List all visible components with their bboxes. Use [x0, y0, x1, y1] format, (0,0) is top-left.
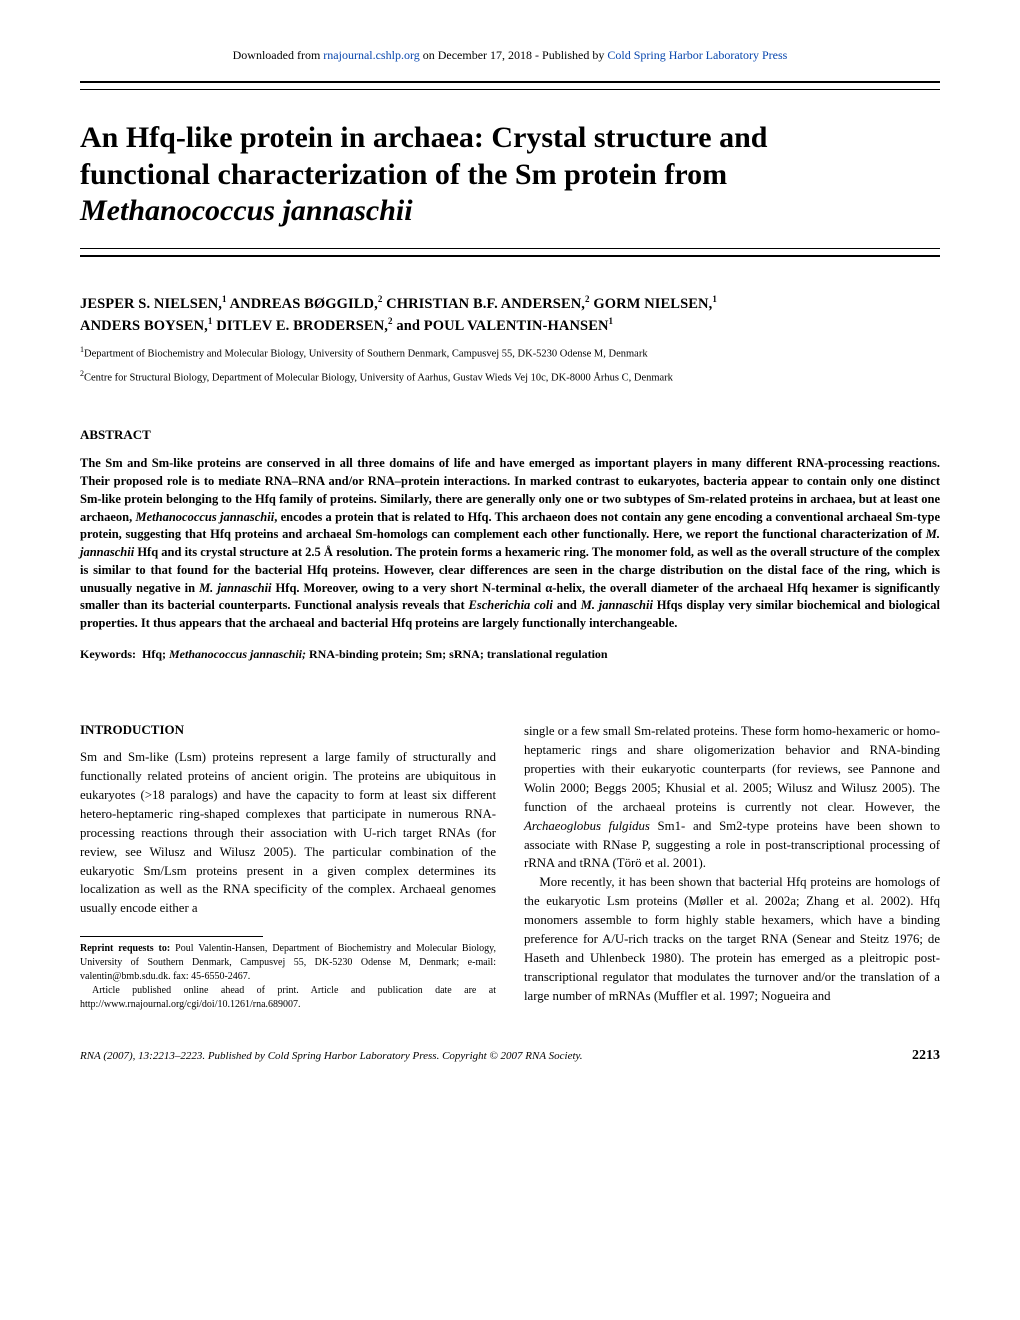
- rule-mid-thick: [80, 255, 940, 257]
- keywords-line: Keywords: Hfq; Methanococcus jannaschii;…: [80, 647, 940, 662]
- authors-block: JESPER S. NIELSEN,1 ANDREAS BØGGILD,2 CH…: [80, 293, 940, 386]
- footnote-article: Article published online ahead of print.…: [80, 984, 496, 1012]
- download-banner: Downloaded from rnajournal.cshlp.org on …: [80, 40, 940, 77]
- title-species: Methanococcus jannaschii: [80, 194, 413, 227]
- footnote-rule: [80, 936, 263, 937]
- author-2-sup: 2: [378, 294, 383, 304]
- author-4: GORM NIELSEN,: [593, 296, 712, 312]
- rule-top-thick: [80, 81, 940, 83]
- affiliation-2: 2Centre for Structural Biology, Departme…: [80, 368, 940, 386]
- author-3: CHRISTIAN B.F. ANDERSEN,: [386, 296, 585, 312]
- author-6-sup: 2: [388, 316, 393, 326]
- column-left: INTRODUCTION Sm and Sm-like (Lsm) protei…: [80, 722, 496, 1012]
- author-7-sup: 1: [609, 316, 614, 326]
- intro-left-paragraph: Sm and Sm-like (Lsm) proteins represent …: [80, 748, 496, 918]
- footnote-reprint: Reprint requests to: Poul Valentin-Hanse…: [80, 942, 496, 984]
- banner-link-journal[interactable]: rnajournal.cshlp.org: [323, 48, 419, 62]
- abstract-section: ABSTRACT The Sm and Sm-like proteins are…: [80, 427, 940, 662]
- rule-mid-thin: [80, 248, 940, 249]
- author-4-sup: 1: [712, 294, 717, 304]
- author-6: DITLEV E. BRODERSEN,: [216, 318, 388, 334]
- author-5-sup: 1: [208, 316, 213, 326]
- intro-right-p1: single or a few small Sm-related protein…: [524, 722, 940, 874]
- author-7: and POUL VALENTIN-HANSEN: [396, 318, 608, 334]
- column-right: single or a few small Sm-related protein…: [524, 722, 940, 1012]
- banner-link-press[interactable]: Cold Spring Harbor Laboratory Press: [607, 48, 787, 62]
- page-root: Downloaded from rnajournal.cshlp.org on …: [0, 0, 1020, 1094]
- affiliation-1: 1Department of Biochemistry and Molecula…: [80, 344, 940, 362]
- article-title: An Hfq-like protein in archaea: Crystal …: [80, 120, 940, 230]
- author-1: JESPER S. NIELSEN,: [80, 296, 222, 312]
- abstract-heading: ABSTRACT: [80, 427, 940, 443]
- author-5: ANDERS BOYSEN,: [80, 318, 208, 334]
- author-2: ANDREAS BØGGILD,: [230, 296, 378, 312]
- banner-prefix: Downloaded from: [233, 48, 324, 62]
- affil-2-text: Centre for Structural Biology, Departmen…: [84, 372, 673, 383]
- abstract-body: The Sm and Sm-like proteins are conserve…: [80, 455, 940, 633]
- intro-right-p2: More recently, it has been shown that ba…: [524, 873, 940, 1006]
- footer-citation: RNA (2007), 13:2213–2223. Published by C…: [80, 1050, 583, 1062]
- two-column-body: INTRODUCTION Sm and Sm-like (Lsm) protei…: [80, 722, 940, 1012]
- page-number: 2213: [912, 1048, 940, 1064]
- footer-citation-text: RNA (2007), 13:2213–2223. Published by C…: [80, 1050, 583, 1062]
- author-3-sup: 2: [585, 294, 590, 304]
- author-list: JESPER S. NIELSEN,1 ANDREAS BØGGILD,2 CH…: [80, 293, 940, 338]
- title-line-1: An Hfq-like protein in archaea: Crystal …: [80, 121, 768, 154]
- introduction-heading: INTRODUCTION: [80, 722, 496, 738]
- author-1-sup: 1: [222, 294, 227, 304]
- page-footer: RNA (2007), 13:2213–2223. Published by C…: [80, 1048, 940, 1064]
- title-line-2: functional characterization of the Sm pr…: [80, 158, 727, 191]
- affil-1-text: Department of Biochemistry and Molecular…: [84, 348, 648, 359]
- rule-top-thin: [80, 89, 940, 90]
- banner-mid: on December 17, 2018 - Published by: [420, 48, 608, 62]
